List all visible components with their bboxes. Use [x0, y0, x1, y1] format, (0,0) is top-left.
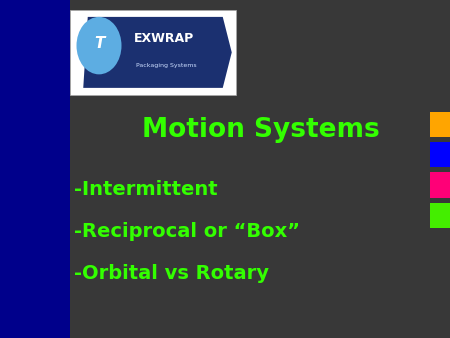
Text: -Orbital vs Rotary: -Orbital vs Rotary: [74, 264, 269, 283]
Text: Packaging Systems: Packaging Systems: [136, 63, 197, 68]
Text: Motion Systems: Motion Systems: [142, 117, 380, 143]
Bar: [430, 172, 450, 198]
Polygon shape: [83, 17, 232, 88]
Bar: [430, 112, 450, 137]
Bar: [70, 10, 236, 95]
Ellipse shape: [76, 17, 122, 74]
Text: -Intermittent: -Intermittent: [74, 180, 218, 199]
Bar: [430, 203, 450, 228]
Text: T: T: [94, 37, 104, 51]
Bar: [430, 142, 450, 167]
Bar: [0, 0, 70, 338]
Text: -Reciprocal or “Box”: -Reciprocal or “Box”: [74, 222, 300, 241]
Text: EXWRAP: EXWRAP: [134, 31, 194, 45]
